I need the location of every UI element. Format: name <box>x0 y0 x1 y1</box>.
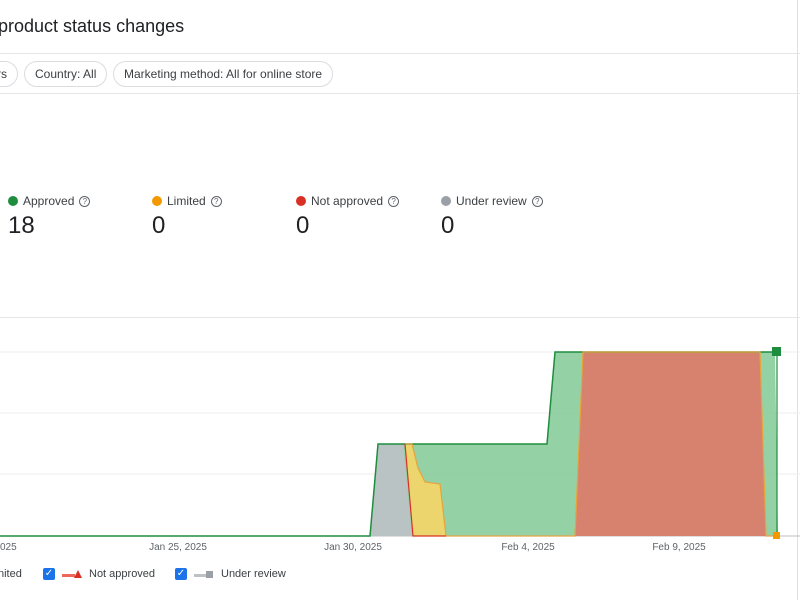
metric-label: Limited <box>167 194 206 208</box>
status-dot <box>441 196 451 206</box>
metric-limited: Limited ? 0 <box>152 194 222 238</box>
area-under-review <box>370 444 412 536</box>
header-divider <box>0 53 800 54</box>
metric-label: Approved <box>23 194 75 208</box>
metric-value: 18 <box>8 212 35 239</box>
filter-chip-marketing-method[interactable]: Marketing method: All for online store <box>113 61 334 87</box>
legend-item-not-approved[interactable]: ✓ Not approved <box>43 568 155 580</box>
x-tick-label: Jan 30, 2025 <box>324 542 382 553</box>
filter-chip-label: rs <box>0 67 7 81</box>
line-not-approved <box>404 443 446 537</box>
x-tick-label: Feb 9, 2025 <box>652 542 706 553</box>
help-icon[interactable]: ? <box>210 195 222 207</box>
not-approved-legend-icon <box>62 570 82 578</box>
filter-chip-country[interactable]: Country: All <box>24 61 108 87</box>
under-review-legend-icon <box>194 571 213 578</box>
status-area-chart: 0, 2025 Jan 25, 2025 Jan 30, 2025 Feb 4,… <box>0 347 800 553</box>
metric-not-approved: Not approved ? 0 <box>296 194 400 239</box>
legend-label: Not approved <box>89 568 156 580</box>
x-tick-label: Feb 4, 2025 <box>501 542 555 553</box>
end-marker-limited <box>773 532 780 539</box>
filter-chip-partial[interactable]: rs <box>0 61 18 87</box>
chart-divider <box>0 317 800 318</box>
legend-label: Under review <box>221 568 286 580</box>
checkbox-checked[interactable]: ✓ <box>175 568 187 580</box>
status-dot <box>8 196 18 206</box>
metric-label: Under review <box>456 194 527 208</box>
legend-item-limited[interactable]: nited <box>0 568 22 580</box>
legend-item-under-review[interactable]: ✓ Under review <box>175 568 286 580</box>
status-dot <box>296 196 306 206</box>
help-icon[interactable]: ? <box>531 195 543 207</box>
panel-border <box>797 0 798 600</box>
x-tick-label: 0, 2025 <box>0 542 17 553</box>
end-marker-approved <box>772 347 781 356</box>
metric-label: Not approved <box>311 194 384 208</box>
help-icon[interactable]: ? <box>388 195 400 207</box>
metric-value: 0 <box>441 212 455 239</box>
metric-value: 0 <box>296 212 310 239</box>
metric-value: 0 <box>152 212 166 239</box>
area-limited <box>405 444 446 536</box>
page-title: product status changes <box>0 16 185 36</box>
x-tick-label: Jan 25, 2025 <box>149 542 207 553</box>
metric-approved: Approved ? 18 <box>8 194 91 239</box>
help-icon[interactable]: ? <box>79 195 91 207</box>
legend-label: nited <box>0 568 22 580</box>
area-not-approved <box>575 352 766 536</box>
filter-chip-label: Country: All <box>35 67 97 81</box>
filter-chip-label: Marketing method: All for online store <box>124 67 323 81</box>
status-dot <box>152 196 162 206</box>
filter-divider <box>0 93 800 94</box>
checkbox-checked[interactable]: ✓ <box>43 568 55 580</box>
metric-under-review: Under review ? 0 <box>441 194 543 238</box>
